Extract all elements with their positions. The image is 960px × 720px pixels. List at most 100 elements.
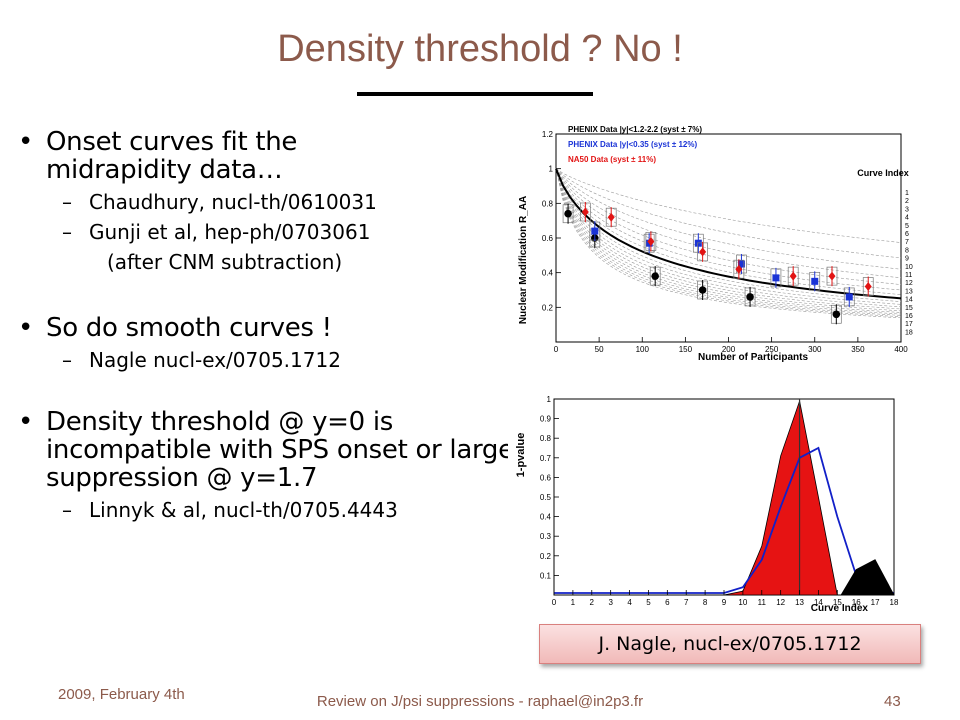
- x-tick-label: 5: [646, 598, 651, 607]
- x-tick-label: 16: [852, 598, 861, 607]
- title-underline: [357, 92, 593, 96]
- x-tick-label: 14: [814, 598, 823, 607]
- model-curve: [555, 168, 902, 312]
- reference-caption: J. Nagle, nucl-ex/0705.1712: [539, 624, 921, 664]
- y-tick-label: 0.6: [542, 234, 554, 243]
- model-curve: [555, 168, 902, 305]
- y-tick-label: 1.2: [542, 130, 554, 139]
- model-curve: [555, 168, 902, 291]
- raa-plot-area: [555, 133, 902, 343]
- x-tick-label: 3: [608, 598, 613, 607]
- sub-bullet-chaudhury: Chaudhury, nucl-th/0610031: [18, 190, 528, 214]
- x-tick-label: 10: [738, 598, 747, 607]
- curve-index-label: 2: [905, 198, 909, 205]
- curve-index-label: 13: [905, 288, 913, 295]
- phenix-forward-point: [746, 293, 754, 301]
- na50-point: [699, 247, 707, 257]
- model-curve: [555, 168, 902, 313]
- pvalue-xlabel: Curve Index: [811, 603, 869, 614]
- bullet-onset: Onset curves fit the midrapidity data…: [18, 128, 426, 184]
- y-tick-label: 1: [549, 165, 554, 174]
- phenix-forward-point: [698, 286, 707, 294]
- na50-point: [647, 236, 655, 246]
- curve-index-label: 17: [905, 321, 913, 328]
- x-tick-label: 100: [636, 345, 650, 354]
- y-tick-label: 1: [547, 395, 552, 404]
- x-tick-label: 17: [871, 598, 880, 607]
- model-curve: [555, 168, 902, 319]
- curve-index-label: 14: [905, 297, 913, 304]
- curve-index-label: 12: [905, 280, 913, 287]
- sub-bullet-nagle: Nagle nucl-ex/0705.1712: [18, 348, 528, 372]
- x-tick-label: 11: [758, 598, 767, 607]
- pvalue-chart: 0 1 2 3 4 5 6 7 8 9 10 11 12 13 14 15 16 17 180.10.20.30.4…: [508, 385, 908, 615]
- model-curve: [555, 168, 902, 317]
- y-tick-label: 0.8: [542, 199, 554, 208]
- bullet-smooth: So do smooth curves !: [18, 314, 528, 342]
- phenix-mid-point: [591, 227, 599, 235]
- phenix-forward-point: [832, 310, 841, 319]
- na50-point: [607, 212, 615, 222]
- sub-bullet-gunji: Gunji et al, hep-ph/0703061: [18, 220, 528, 244]
- model-curve: [555, 168, 902, 295]
- x-tick-label: 2: [590, 598, 595, 607]
- x-tick-label: 15: [833, 598, 842, 607]
- na50-point: [735, 264, 743, 274]
- y-tick-label: 0.5: [540, 493, 552, 502]
- x-tick-label: 0: [552, 598, 557, 607]
- footer-date: 2009, February 4th: [58, 686, 185, 703]
- curve-index-title: Curve Index: [857, 168, 909, 178]
- pvalue-chart-frame: [553, 398, 895, 596]
- legend-entry: NA50 Data (syst ± 11%): [568, 155, 656, 164]
- sub-bullet-linnyk: Linnyk & al, nucl-th/0705.4443: [18, 498, 528, 522]
- raa-xlabel: Number of Participants: [698, 352, 808, 362]
- model-curve: [555, 168, 902, 285]
- footer-center: Review on J/psi suppressions - raphael@i…: [316, 693, 644, 710]
- y-tick-label: 0.2: [540, 552, 552, 561]
- curve-index-label: 1: [905, 190, 909, 197]
- bullet-density: Density threshold @ y=0 is incompatible …: [18, 408, 546, 492]
- phenix-mid-point: [845, 293, 853, 301]
- legend-entry: PHENIX Data |y|<1.2-2.2 (syst ± 7%): [568, 125, 702, 134]
- na50-point: [864, 282, 872, 292]
- x-tick-label: 400: [894, 345, 908, 354]
- y-tick-label: 0.4: [540, 513, 552, 522]
- model-curve: [555, 168, 902, 270]
- model-curve: [555, 168, 902, 310]
- model-curve: [555, 168, 902, 315]
- curve-index-label: 3: [905, 206, 909, 213]
- model-curve: [555, 168, 902, 316]
- x-tick-label: 200: [722, 345, 736, 354]
- raa-ylabel: Nuclear Modification R_AA: [518, 196, 529, 324]
- curve-index-label: 9: [905, 256, 909, 263]
- raa-legend: PHENIX Data |y|<1.2-2.2 (syst ± 7%) PHENI…: [568, 125, 702, 164]
- y-tick-label: 0.4: [542, 269, 554, 278]
- x-tick-label: 0: [554, 345, 559, 354]
- phenix-forward-point: [651, 272, 659, 280]
- raa-chart: 0 50 100 150 200 250 300 350 400 0.2 0.4 0.6 0.8 1 1.2…: [508, 120, 928, 362]
- model-curve: [555, 168, 902, 302]
- x-tick-label: 13: [795, 598, 804, 607]
- x-tick-label: 150: [679, 345, 693, 354]
- curve-index-label: 5: [905, 223, 909, 230]
- model-curve: [555, 168, 902, 308]
- raa-data-points: [562, 202, 874, 325]
- y-tick-label: 0.6: [540, 473, 552, 482]
- curve-index-label: 8: [905, 247, 909, 254]
- raa-model-curves: [555, 168, 902, 319]
- x-tick-label: 1: [571, 598, 576, 607]
- model-curve: [555, 168, 902, 243]
- bullet-list: Onset curves fit the midrapidity data… C…: [18, 128, 528, 522]
- curve-index-label: 7: [905, 239, 909, 246]
- model-curve: [555, 168, 902, 279]
- x-tick-label: 6: [665, 598, 670, 607]
- x-tick-label: 300: [808, 345, 822, 354]
- y-tick-label: 0.8: [540, 434, 552, 443]
- x-tick-label: 350: [851, 345, 865, 354]
- pvalue-ylabel: 1-pvalue: [515, 433, 527, 478]
- y-tick-label: 0.7: [540, 454, 552, 463]
- curve-index-label: 10: [905, 264, 913, 271]
- pvalue-series: [554, 399, 895, 596]
- phenix-forward-point: [564, 209, 572, 218]
- legend-entry: PHENIX Data |y|<0.35 (syst ± 12%): [568, 140, 697, 149]
